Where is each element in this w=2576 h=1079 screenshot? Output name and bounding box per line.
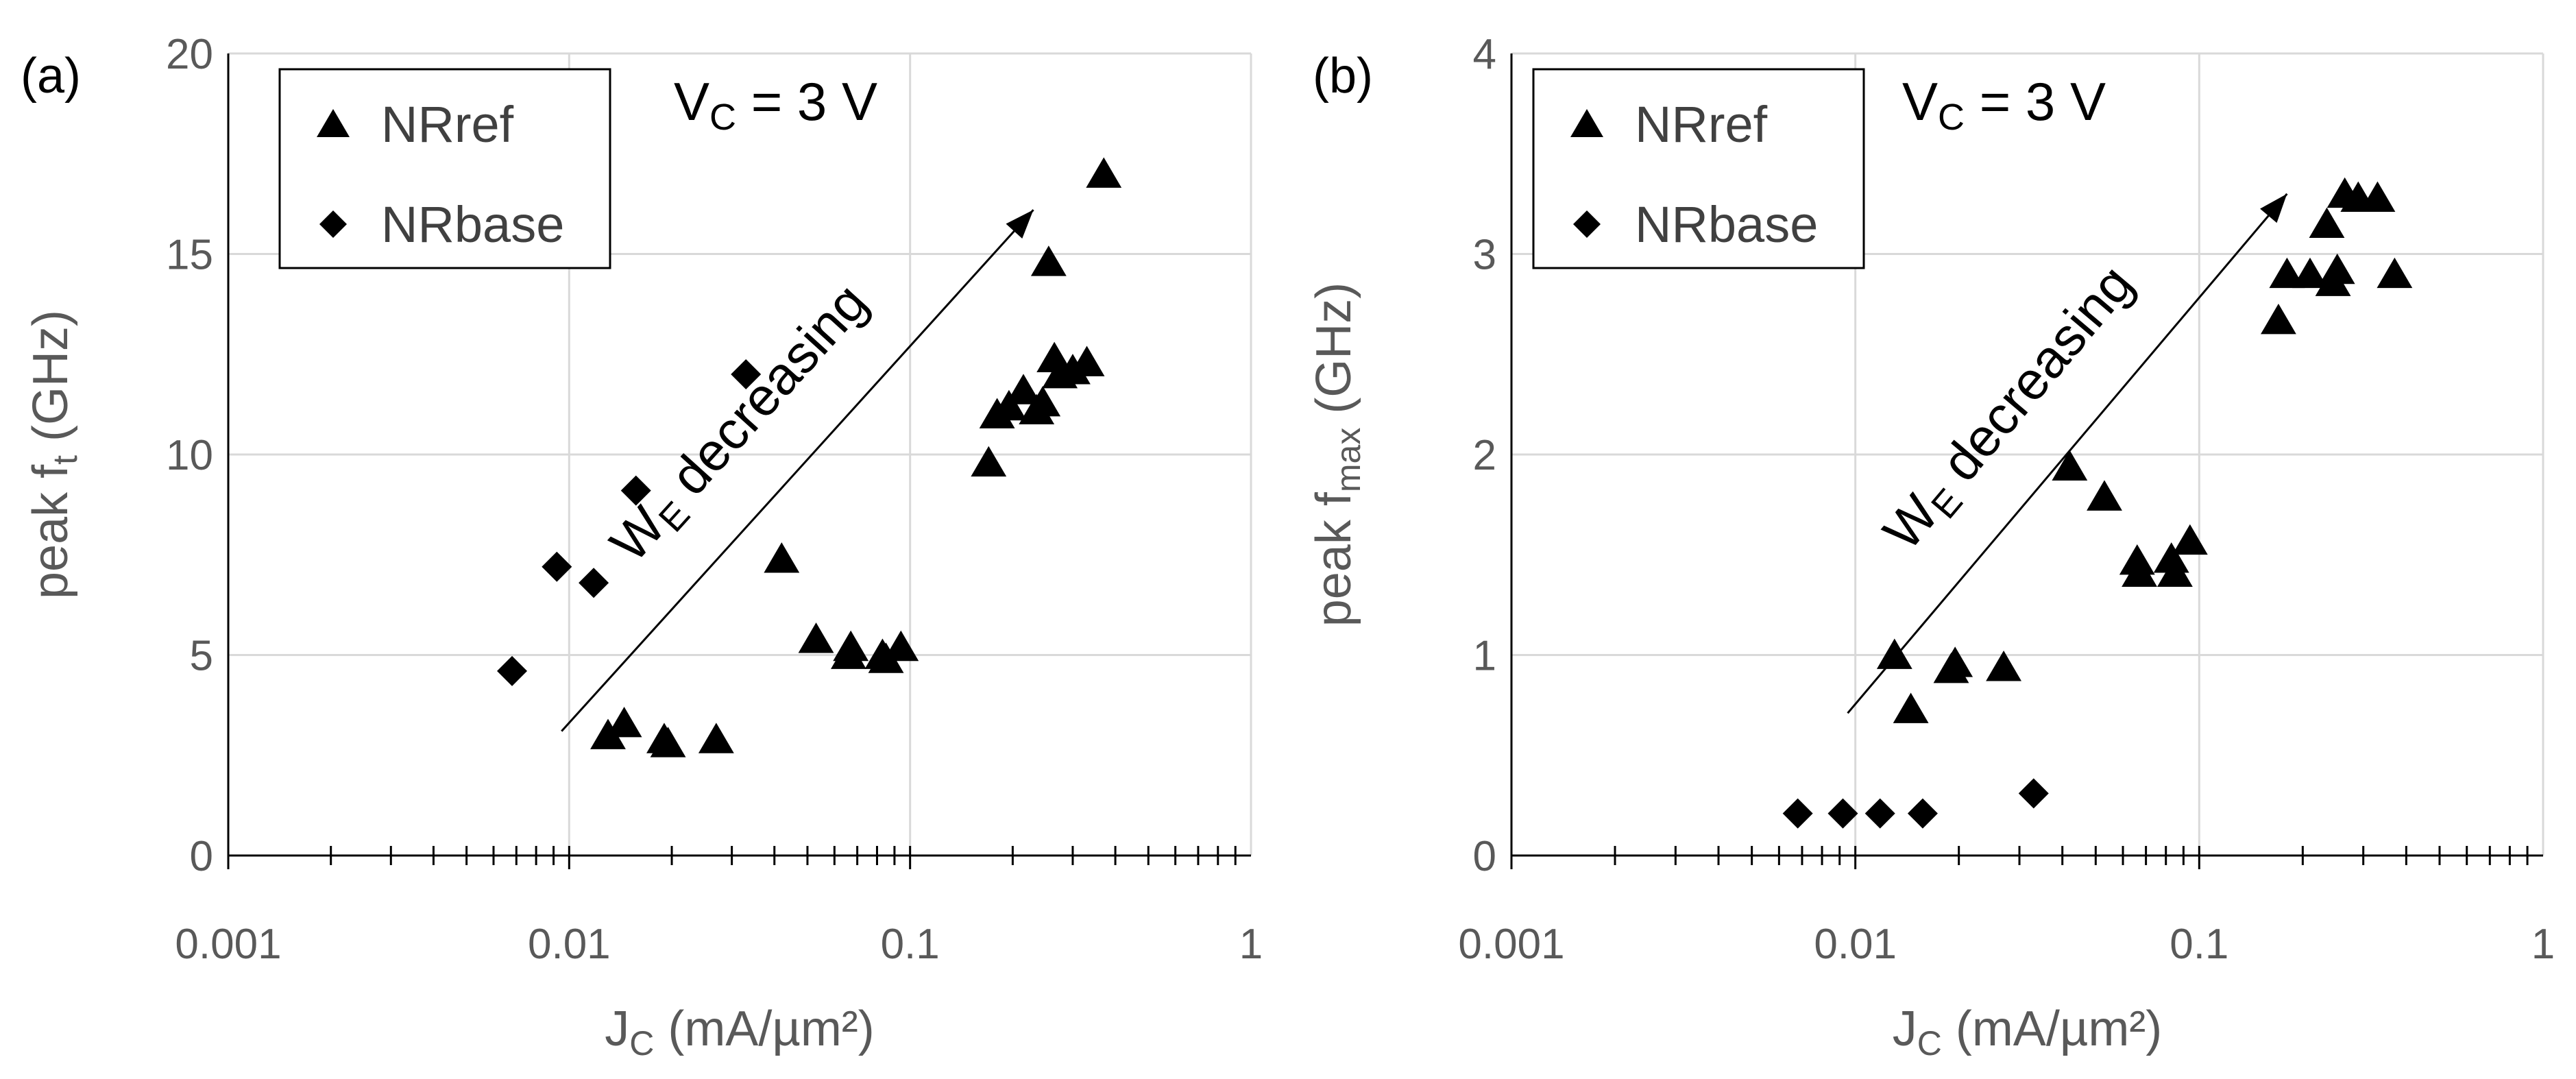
- legend-entry-label: NRref: [381, 96, 514, 153]
- y-tick-label: 1: [1473, 633, 1496, 680]
- y-tick-label: 10: [166, 432, 213, 479]
- condition-label: VC = 3 V: [1902, 71, 2106, 138]
- data-point-nrref: [2319, 253, 2355, 284]
- arrow-label: WE decreasing: [598, 272, 884, 577]
- data-point-nrref: [2359, 181, 2396, 212]
- data-point-nrref: [1937, 646, 1973, 677]
- data-point-nrref: [2309, 207, 2345, 239]
- data-point-nrref: [650, 727, 686, 757]
- data-point-nrref: [883, 630, 919, 662]
- data-point-nrbase: [731, 359, 762, 389]
- trend-arrow: [1847, 193, 2288, 714]
- data-point-nrref: [2292, 257, 2328, 289]
- data-point-nrref: [1030, 245, 1067, 276]
- x-tick-label: 1: [2531, 921, 2555, 968]
- data-point-nrref: [2172, 524, 2208, 555]
- legend-marker-triangle: [317, 109, 350, 137]
- x-tick-label: 0.01: [528, 921, 611, 968]
- arrow-label: WE decreasing: [1871, 254, 2149, 565]
- trend-arrow: [561, 209, 1034, 732]
- data-point-nrbase: [1782, 798, 1813, 829]
- y-tick-label: 0: [190, 833, 213, 880]
- data-point-nrref: [2087, 480, 2122, 511]
- x-tick-label: 0.1: [2170, 921, 2228, 968]
- x-tick-label: 0.001: [175, 921, 281, 968]
- series-nrbase: [497, 359, 762, 686]
- legend-marker-diamond: [1573, 210, 1601, 238]
- series-nrbase: [1782, 778, 2049, 829]
- data-point-nrbase: [497, 655, 528, 686]
- condition-label: VC = 3 V: [674, 71, 877, 138]
- legend-marker-triangle: [1570, 109, 1603, 137]
- data-point-nrbase: [620, 475, 651, 506]
- y-tick-label: 4: [1473, 31, 1496, 78]
- data-point-nrref: [2157, 556, 2193, 587]
- data-point-nrref: [2261, 304, 2296, 335]
- data-point-nrref: [1876, 638, 1912, 669]
- y-axis-label: peak ft (GHz): [23, 310, 84, 599]
- arrow-head: [1006, 210, 1034, 239]
- legend-entry-label: NRbase: [1635, 196, 1818, 253]
- data-point-nrbase: [1864, 798, 1895, 829]
- data-point-nrref: [1986, 651, 2021, 681]
- y-tick-label: 5: [190, 633, 213, 680]
- x-tick-label: 0.01: [1814, 921, 1897, 968]
- legend: NRref NRbase: [278, 68, 611, 269]
- x-tick-label: 1: [1239, 921, 1263, 968]
- data-point-nrref: [833, 630, 869, 662]
- data-point-nrref: [606, 706, 642, 738]
- y-tick-label: 3: [1473, 232, 1496, 279]
- y-axis-label: peak fmax (GHz): [1307, 282, 1368, 627]
- data-point-nrref: [1086, 157, 1122, 188]
- x-axis-label: JC (mA/µm²): [1893, 1002, 2163, 1063]
- y-tick-label: 15: [166, 232, 213, 279]
- series-nrref: [1876, 177, 2413, 723]
- x-tick-label: 0.1: [881, 921, 940, 968]
- data-point-nrref: [2119, 544, 2155, 575]
- x-axis-label: JC (mA/µm²): [605, 1002, 875, 1063]
- legend-entry-label: NRref: [1635, 96, 1768, 153]
- data-point-nrbase: [542, 551, 572, 582]
- series-nrref: [590, 157, 1122, 757]
- data-point-nrref: [1025, 385, 1061, 417]
- data-point-nrbase: [1907, 798, 1938, 829]
- panel-label: (b): [1313, 49, 1373, 104]
- data-point-nrref: [698, 723, 734, 753]
- chart-panel-b: 0 1 2 3 4 0.001 0.01 0.1 1 JC (mA/µm²) peak fmax (…: [1307, 31, 2555, 1063]
- panel-label: (a): [21, 49, 81, 104]
- data-point-nrref: [991, 389, 1027, 421]
- arrow-head: [2260, 193, 2287, 223]
- data-point-nrref: [971, 446, 1007, 477]
- data-point-nrref: [1055, 354, 1091, 385]
- data-point-nrbase: [579, 568, 609, 598]
- data-point-nrref: [1006, 374, 1041, 404]
- legend-marker-diamond: [319, 210, 347, 238]
- data-point-nrref: [764, 542, 800, 573]
- legend: NRref NRbase: [1532, 68, 1865, 269]
- legend-entry-label: NRbase: [381, 196, 564, 253]
- y-tick-label: 20: [166, 31, 213, 78]
- data-point-nrref: [2269, 257, 2305, 289]
- data-point-nrref: [2122, 556, 2158, 587]
- x-tick-label: 0.001: [1458, 921, 1564, 968]
- data-point-nrref: [590, 718, 626, 749]
- chart-panel-a: 0 5 10 15 20 0.001 0.01 0.1 1 JC (mA/µm²) peak ft …: [21, 31, 1263, 1063]
- data-point-nrref: [1893, 692, 1929, 723]
- data-point-nrref: [2377, 257, 2413, 289]
- data-point-nrref: [2052, 450, 2088, 481]
- data-point-nrbase: [1827, 798, 1858, 829]
- data-point-nrref: [1069, 345, 1105, 376]
- y-tick-label: 2: [1473, 432, 1496, 479]
- data-point-nrbase: [2018, 778, 2049, 809]
- data-point-nrref: [2153, 542, 2189, 573]
- y-tick-label: 0: [1473, 833, 1496, 880]
- data-point-nrref: [798, 622, 834, 653]
